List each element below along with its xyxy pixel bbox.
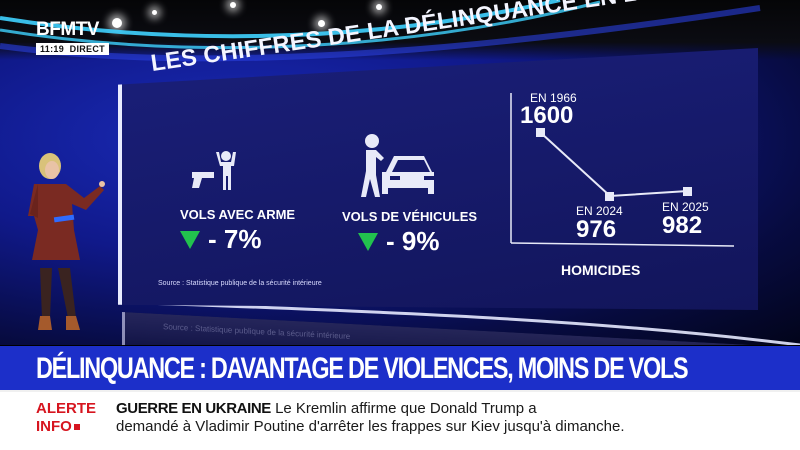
down-arrow-icon bbox=[180, 230, 200, 249]
studio-light bbox=[230, 2, 236, 8]
stat-label: VOLS AVEC ARME bbox=[180, 207, 296, 222]
alert-label: ALERTE bbox=[36, 400, 96, 417]
ticker-topic: GUERRE EN UKRAINE bbox=[116, 400, 271, 417]
studio-light bbox=[376, 4, 382, 10]
stat-armed-robbery: VOLS AVEC ARME - 7% bbox=[180, 150, 295, 255]
presenter bbox=[28, 153, 105, 330]
studio-light bbox=[112, 18, 122, 28]
down-arrow-icon bbox=[358, 232, 378, 251]
studio-light bbox=[318, 20, 325, 27]
armed-robbery-icon bbox=[192, 151, 236, 190]
info-label: INFO bbox=[36, 418, 72, 435]
chart-value: 976 bbox=[576, 216, 617, 243]
studio-light bbox=[152, 10, 157, 15]
live-label: DIRECT bbox=[69, 44, 105, 54]
source-note: Source : Statistique publique de la sécu… bbox=[158, 280, 322, 287]
car-theft-icon bbox=[361, 134, 434, 197]
homicides-chart: EN 1966 1600 EN 2024 976 EN 2025 982 HOM… bbox=[508, 88, 748, 288]
stat-value: - 9% bbox=[386, 226, 440, 256]
tv-studio-scene: LES CHIFFRES DE LA DÉLINQUANCE EN 2025 V… bbox=[0, 0, 800, 345]
headline-bar: DÉLINQUANCE : DAVANTAGE DE VIOLENCES, MO… bbox=[0, 346, 800, 392]
chart-category: EN 1966 bbox=[530, 91, 577, 105]
stat-label: VOLS DE VÉHICULES bbox=[342, 209, 478, 224]
live-time-badge: 11:19 DIRECT bbox=[36, 43, 109, 55]
alert-badge: ALERTE INFO bbox=[36, 400, 96, 436]
stat-value: - 7% bbox=[208, 224, 262, 254]
stat-value-row: - 9% bbox=[358, 226, 477, 257]
headline-text: DÉLINQUANCE : DAVANTAGE DE VIOLENCES, MO… bbox=[36, 352, 689, 385]
channel-logo: BFMTV 11:19 DIRECT bbox=[36, 20, 109, 57]
chart-lines bbox=[510, 93, 735, 247]
live-time: 11:19 bbox=[40, 44, 65, 54]
chart-category: EN 2024 bbox=[576, 204, 623, 218]
ticker-body-line1: Le Kremlin affirme que Donald Trump a bbox=[275, 400, 537, 417]
chart-value: 1600 bbox=[520, 102, 574, 129]
logo-wordmark: BFMTV bbox=[36, 19, 99, 40]
red-square-icon bbox=[73, 424, 80, 431]
chart-title: HOMICIDES bbox=[561, 262, 641, 278]
stat-value-row: - 7% bbox=[180, 224, 295, 255]
chart-value: 982 bbox=[662, 212, 703, 239]
chart-category: EN 2025 bbox=[662, 200, 709, 214]
ticker-body-line2: demandé à Vladimir Poutine d'arrêter les… bbox=[116, 418, 625, 435]
breaking-news-ticker: ALERTE INFO GUERRE EN UKRAINE Le Kremlin… bbox=[0, 392, 800, 450]
ticker-text: GUERRE EN UKRAINE Le Kremlin affirme que… bbox=[116, 400, 796, 436]
stat-vehicle-theft: VOLS DE VÉHICULES - 9% bbox=[342, 132, 477, 257]
